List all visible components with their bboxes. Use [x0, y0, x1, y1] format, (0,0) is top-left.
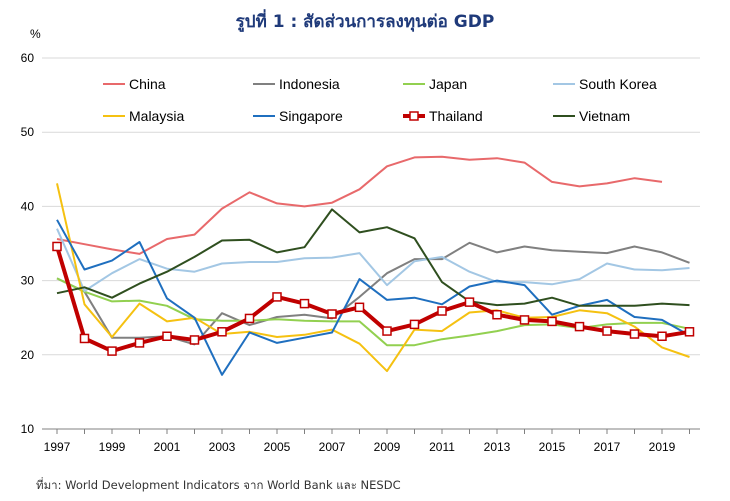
legend-item-indonesia: Indonesia [253, 76, 340, 92]
legend-label: Japan [429, 76, 467, 92]
series-line-vietnam [56, 208, 690, 307]
legend-item-vietnam: Vietnam [553, 108, 630, 124]
data-point-thailand [629, 329, 640, 339]
data-point-thailand [492, 309, 502, 320]
data-point-thailand [107, 346, 117, 356]
x-tick-label: 2017 [594, 440, 621, 454]
legend-label: South Korea [579, 76, 657, 92]
legend-label: Thailand [429, 108, 483, 124]
y-tick-label: 20 [21, 348, 35, 362]
data-point-thailand [519, 315, 530, 325]
legend-label: Vietnam [579, 108, 630, 124]
data-point-thailand [134, 338, 145, 348]
data-point-thailand [299, 298, 310, 309]
legend-item-china: China [103, 76, 166, 92]
series-line-malaysia [56, 183, 690, 373]
data-point-thailand [327, 309, 337, 319]
series-line-south-korea [56, 228, 690, 292]
series-line-china [56, 155, 663, 255]
data-point-thailand [464, 297, 475, 307]
data-point-thailand [684, 327, 695, 337]
x-tick-label: 2009 [374, 440, 401, 454]
data-point-thailand [79, 333, 90, 344]
legend-item-malaysia: Malaysia [103, 108, 184, 124]
legend-item-south-korea: South Korea [553, 76, 657, 92]
y-tick-label: 50 [21, 125, 35, 139]
data-point-thailand [162, 331, 172, 341]
data-point-thailand [409, 319, 420, 330]
grid [42, 57, 700, 430]
legend-label: Malaysia [129, 108, 184, 124]
y-tick-label: 30 [21, 274, 35, 288]
legend: China Indonesia Japan South Korea Malaysia Si… [103, 76, 657, 124]
data-point-thailand [574, 321, 585, 332]
x-tick-label: 2015 [539, 440, 566, 454]
x-tick-label: 2007 [319, 440, 346, 454]
y-axis-label: % [30, 27, 41, 41]
legend-marker [409, 111, 419, 121]
data-point-thailand [244, 313, 255, 324]
series-lines [52, 155, 695, 376]
x-tick-label: 1997 [44, 440, 71, 454]
data-point-thailand [602, 326, 612, 336]
data-point-thailand [217, 327, 227, 337]
x-tick-label: 2001 [154, 440, 181, 454]
x-tick-label: 2011 [429, 440, 455, 454]
legend-label: Indonesia [279, 76, 340, 92]
data-point-thailand [189, 335, 200, 345]
data-point-thailand [547, 316, 557, 327]
x-tick-label: 1999 [99, 440, 126, 454]
y-tick-label: 10 [21, 422, 35, 436]
legend-label: Singapore [279, 108, 343, 124]
x-tick-label: 2005 [264, 440, 291, 454]
legend-item-thailand: Thailand [403, 108, 483, 124]
chart-title: รูปที่ 1 : สัดส่วนการลงทุนต่อ GDP [236, 9, 495, 33]
x-tick-label: 2003 [209, 440, 236, 454]
legend-item-japan: Japan [403, 76, 467, 92]
data-point-thailand [382, 326, 392, 336]
legend-label: China [129, 76, 166, 92]
data-point-thailand [272, 292, 282, 302]
source-note: ที่มา: World Development Indicators จาก … [36, 477, 401, 492]
axes: 10 20 30 40 50 60 1997 1999 2001 2003 2005 2007 2009… [21, 51, 690, 454]
data-point-thailand [354, 302, 365, 313]
data-point-thailand [437, 306, 447, 316]
y-tick-label: 60 [21, 51, 35, 65]
legend-item-singapore: Singapore [253, 108, 343, 124]
series-line-singapore [56, 219, 690, 376]
x-tick-label: 2013 [484, 440, 511, 454]
data-point-thailand [657, 331, 667, 341]
series-line-thailand [55, 245, 690, 354]
y-tick-label: 40 [21, 199, 35, 213]
x-tick-label: 2019 [649, 440, 676, 454]
data-point-thailand [52, 241, 62, 252]
